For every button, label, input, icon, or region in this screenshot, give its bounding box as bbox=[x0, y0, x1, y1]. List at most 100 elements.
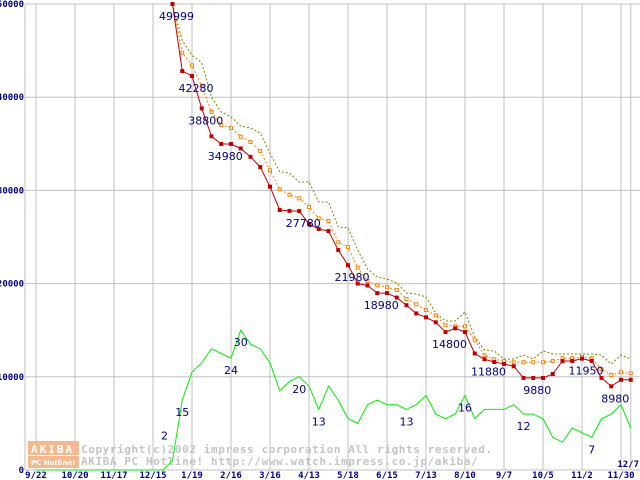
data-label: 18980 bbox=[364, 299, 399, 312]
min-price-series bbox=[170, 2, 633, 389]
min-price-point bbox=[385, 291, 389, 296]
y-tick-label: 40000 bbox=[0, 93, 24, 103]
min-price-point bbox=[238, 146, 243, 151]
data-label: 12 bbox=[517, 420, 531, 433]
data-label: 20 bbox=[292, 383, 306, 396]
data-label: 15 bbox=[175, 406, 189, 419]
min-price-point bbox=[209, 134, 214, 139]
x-tick-label: 6/15 bbox=[376, 471, 398, 480]
average-price-point bbox=[472, 338, 477, 343]
min-price-point bbox=[560, 358, 565, 363]
max-price-series bbox=[172, 3, 631, 365]
average-price-point bbox=[190, 63, 194, 68]
average-price-series bbox=[170, 2, 633, 378]
average-price-point bbox=[199, 84, 204, 89]
x-tick-label: 8/10 bbox=[454, 471, 476, 480]
x-tick-label: 9/22 bbox=[25, 471, 47, 480]
average-price-point bbox=[375, 283, 380, 288]
max-price-line bbox=[172, 3, 631, 365]
min-price-point bbox=[326, 229, 331, 234]
data-label: 49999 bbox=[159, 10, 194, 23]
logo-akiba: AKIBA bbox=[31, 443, 74, 456]
copyright-text: Copyright(c)2002 impress corporation All… bbox=[81, 443, 493, 456]
x-tick-label: 12/15 bbox=[139, 471, 166, 480]
average-price-point bbox=[355, 265, 360, 270]
x-tick-label: 11/2 bbox=[571, 471, 593, 480]
logo-top-bg bbox=[28, 441, 79, 455]
x-tick-label: 7/13 bbox=[415, 471, 437, 480]
x-tick-label: 10/5 bbox=[532, 471, 554, 480]
min-price-point bbox=[170, 2, 175, 7]
annotations: 49999 42280 38800 34980 27780 21980 18980 14800… bbox=[159, 10, 629, 456]
min-price-point bbox=[453, 326, 458, 331]
x-tick-label: 5/18 bbox=[337, 471, 359, 480]
data-label: 14800 bbox=[432, 338, 467, 351]
min-price-point bbox=[375, 291, 380, 296]
average-price-point bbox=[180, 50, 185, 55]
y-tick-label: 0 bbox=[19, 466, 24, 476]
min-price-point bbox=[190, 73, 194, 78]
average-price-point bbox=[609, 373, 614, 378]
watermark: AKIBA PC Hotline! Copyright(c)2002 impre… bbox=[28, 441, 493, 468]
series bbox=[36, 2, 633, 471]
average-price-point bbox=[268, 168, 272, 173]
average-price-point bbox=[433, 313, 438, 318]
x-tick-label: 12/7 bbox=[617, 460, 639, 470]
x-tick-label: 10/20 bbox=[61, 471, 88, 480]
average-price-point bbox=[346, 244, 350, 249]
shop-count-series bbox=[36, 329, 632, 471]
data-label: 8980 bbox=[601, 392, 629, 405]
min-price-point bbox=[589, 358, 594, 363]
average-price-point bbox=[316, 216, 321, 221]
x-tick-label: 1/19 bbox=[181, 471, 203, 480]
average-price-point bbox=[287, 192, 292, 197]
x-tick-label: 11/17 bbox=[100, 471, 127, 480]
average-price-point bbox=[443, 323, 448, 328]
average-price-point bbox=[599, 367, 604, 372]
min-price-point bbox=[482, 357, 487, 362]
y-tick-label: 10000 bbox=[0, 373, 24, 383]
average-price-point bbox=[531, 360, 536, 365]
average-price-point bbox=[209, 110, 214, 115]
average-price-point bbox=[414, 302, 419, 307]
min-price-point bbox=[355, 281, 360, 286]
min-price-point bbox=[297, 209, 302, 214]
average-price-point bbox=[219, 122, 224, 127]
data-label: 13 bbox=[312, 415, 326, 428]
min-price-point bbox=[316, 226, 321, 231]
min-price-point bbox=[550, 372, 555, 377]
y-tick-label: 30000 bbox=[0, 186, 24, 196]
min-price-point bbox=[599, 375, 604, 380]
average-price-point bbox=[619, 370, 623, 375]
min-price-point bbox=[570, 358, 575, 363]
data-label: 13 bbox=[400, 415, 414, 428]
data-label: 34980 bbox=[208, 150, 243, 163]
min-price-point bbox=[628, 377, 633, 382]
average-price-point bbox=[628, 371, 633, 376]
data-label: 30 bbox=[234, 336, 248, 349]
min-price-point bbox=[287, 208, 292, 213]
min-price-point bbox=[336, 248, 341, 253]
data-label: 42280 bbox=[179, 82, 214, 95]
data-label: 11880 bbox=[471, 365, 506, 378]
min-price-point bbox=[414, 311, 419, 316]
average-price-point bbox=[404, 296, 409, 301]
data-label: 21980 bbox=[335, 271, 370, 284]
min-price-point bbox=[609, 384, 614, 389]
min-price-point bbox=[277, 207, 282, 212]
data-label: 9880 bbox=[523, 384, 551, 397]
min-price-point bbox=[404, 303, 409, 308]
min-price-point bbox=[424, 315, 428, 320]
average-price-point bbox=[297, 196, 302, 201]
average-price-point bbox=[521, 360, 526, 365]
min-price-point bbox=[365, 283, 370, 288]
data-label: 2 bbox=[161, 430, 168, 443]
min-price-point bbox=[346, 263, 350, 268]
min-price-point bbox=[394, 295, 399, 300]
average-price-point bbox=[277, 187, 282, 192]
average-price-point bbox=[550, 358, 555, 363]
min-price-point bbox=[258, 165, 263, 170]
x-tick-label: 4/13 bbox=[298, 471, 320, 480]
